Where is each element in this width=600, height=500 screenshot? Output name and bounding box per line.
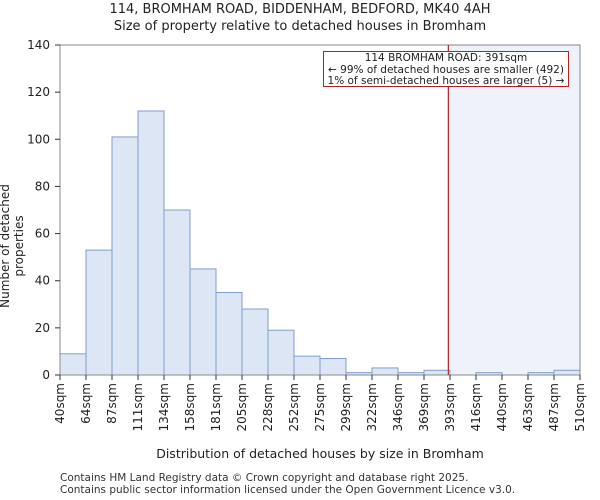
x-tick-label: 463sqm	[521, 383, 535, 431]
bar	[215, 292, 243, 376]
property-annotation-box: 114 BROMHAM ROAD: 391sqm ← 99% of detach…	[323, 51, 569, 87]
x-tick-label: 346sqm	[391, 383, 405, 431]
y-axis-label: Number of detached properties	[0, 184, 26, 308]
bar	[189, 268, 217, 376]
y-tick-label: 60	[35, 227, 50, 241]
x-tick-label: 510sqm	[573, 383, 587, 431]
bar	[293, 355, 321, 376]
x-axis-label: Distribution of detached houses by size …	[156, 446, 484, 461]
x-tick-label: 205sqm	[235, 383, 249, 431]
y-tick-label: 20	[35, 321, 50, 335]
x-tick-label: 252sqm	[287, 383, 301, 431]
y-tick-label: 80	[35, 179, 50, 193]
bar	[59, 353, 87, 376]
bar	[111, 136, 139, 376]
x-tick-label: 40sqm	[53, 383, 67, 424]
x-tick-label: 487sqm	[547, 383, 561, 431]
x-tick-label: 369sqm	[417, 383, 431, 431]
x-tick-label: 228sqm	[261, 383, 275, 431]
footer-line-1: Contains HM Land Registry data © Crown c…	[60, 472, 469, 484]
y-tick-label: 0	[42, 368, 50, 382]
footer-line-2: Contains public sector information licen…	[60, 484, 516, 496]
bar	[423, 369, 451, 376]
x-tick-label: 322sqm	[365, 383, 379, 431]
highlight-region	[448, 45, 580, 375]
annotation-line-2: ← 99% of detached houses are smaller (49…	[328, 63, 564, 76]
x-tick-label: 87sqm	[105, 383, 119, 424]
y-tick-label: 120	[27, 85, 50, 99]
x-tick-label: 111sqm	[131, 383, 145, 431]
bar	[319, 358, 347, 376]
x-tick-label: 275sqm	[313, 383, 327, 431]
x-tick-label: 134sqm	[157, 383, 171, 431]
annotation-line-1: 114 BROMHAM ROAD: 391sqm	[364, 52, 528, 64]
x-tick-label: 416sqm	[469, 383, 483, 431]
chart-title: 114, BROMHAM ROAD, BIDDENHAM, BEDFORD, M…	[109, 2, 491, 17]
x-tick-label: 181sqm	[209, 383, 223, 431]
bar	[267, 329, 295, 376]
bar	[241, 308, 269, 376]
x-tick-label: 440sqm	[495, 383, 509, 431]
y-tick-label: 100	[27, 132, 50, 146]
chart-subtitle: Size of property relative to detached ho…	[113, 19, 487, 34]
bar	[371, 367, 399, 376]
x-tick-label: 158sqm	[183, 383, 197, 431]
bar	[137, 110, 165, 376]
bar	[85, 249, 113, 376]
bar	[553, 369, 581, 376]
bar	[163, 209, 191, 376]
y-tick-label: 40	[35, 274, 50, 288]
x-tick-label: 299sqm	[339, 383, 353, 431]
x-tick-label: 64sqm	[79, 383, 93, 424]
x-tick-label: 393sqm	[443, 383, 457, 431]
annotation-line-3: 1% of semi-detached houses are larger (5…	[327, 75, 565, 87]
y-tick-label: 140	[27, 38, 50, 52]
